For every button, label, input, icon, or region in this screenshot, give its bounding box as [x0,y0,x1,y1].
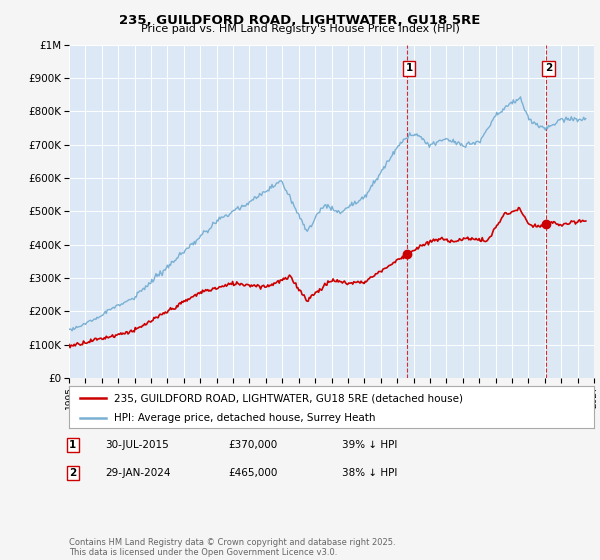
Text: HPI: Average price, detached house, Surrey Heath: HPI: Average price, detached house, Surr… [113,413,375,423]
Bar [407,45,594,378]
Text: 2: 2 [69,468,76,478]
Text: 39% ↓ HPI: 39% ↓ HPI [342,440,397,450]
Text: £465,000: £465,000 [228,468,277,478]
Text: 1: 1 [69,440,76,450]
Text: Contains HM Land Registry data © Crown copyright and database right 2025.
This d: Contains HM Land Registry data © Crown c… [69,538,395,557]
Text: 29-JAN-2024: 29-JAN-2024 [105,468,170,478]
Bar [546,45,594,378]
Text: Price paid vs. HM Land Registry's House Price Index (HPI): Price paid vs. HM Land Registry's House … [140,24,460,34]
Text: 1: 1 [406,63,413,73]
Text: 2: 2 [545,63,552,73]
Text: 30-JUL-2015: 30-JUL-2015 [105,440,169,450]
Text: 235, GUILDFORD ROAD, LIGHTWATER, GU18 5RE: 235, GUILDFORD ROAD, LIGHTWATER, GU18 5R… [119,14,481,27]
Text: 38% ↓ HPI: 38% ↓ HPI [342,468,397,478]
Text: £370,000: £370,000 [228,440,277,450]
Text: 235, GUILDFORD ROAD, LIGHTWATER, GU18 5RE (detached house): 235, GUILDFORD ROAD, LIGHTWATER, GU18 5R… [113,393,463,403]
